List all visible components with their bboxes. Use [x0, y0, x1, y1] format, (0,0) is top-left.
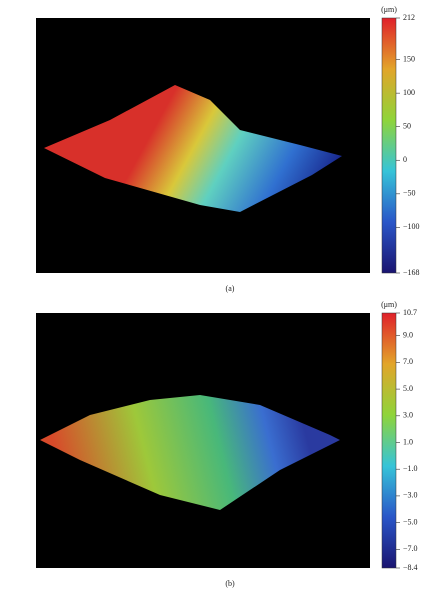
tick-label: −50 [403, 189, 416, 198]
tick-label: −3.0 [403, 491, 418, 500]
tick-label: −168 [403, 268, 420, 277]
surface [40, 395, 340, 510]
tick-label: −100 [403, 222, 420, 231]
tick-label: 7.0 [403, 357, 413, 366]
surface [44, 85, 342, 212]
tick-label: 3.0 [403, 411, 413, 420]
tick-label: 0 [403, 155, 407, 164]
colorbar [381, 17, 397, 274]
tick-label: 1.0 [403, 437, 413, 446]
tick-label: 9.0 [403, 331, 413, 340]
colorbar-unit: (μm) [381, 300, 397, 309]
tick-label: 10.7 [403, 308, 417, 317]
tick-label: 50 [403, 122, 411, 131]
tick-label: 100 [403, 88, 415, 97]
tick-label: 212 [403, 13, 415, 22]
tick-label: 150 [403, 54, 415, 63]
tick-label: −1.0 [403, 464, 418, 473]
tick-label: −7.0 [403, 544, 418, 553]
tick-label: −8.4 [403, 563, 418, 572]
caption: (b) [225, 579, 235, 588]
caption: (a) [226, 284, 235, 293]
tick-label: −5.0 [403, 517, 418, 526]
tick-label: 5.0 [403, 384, 413, 393]
colorbar [381, 312, 397, 569]
colorbar-unit: (μm) [381, 5, 397, 14]
